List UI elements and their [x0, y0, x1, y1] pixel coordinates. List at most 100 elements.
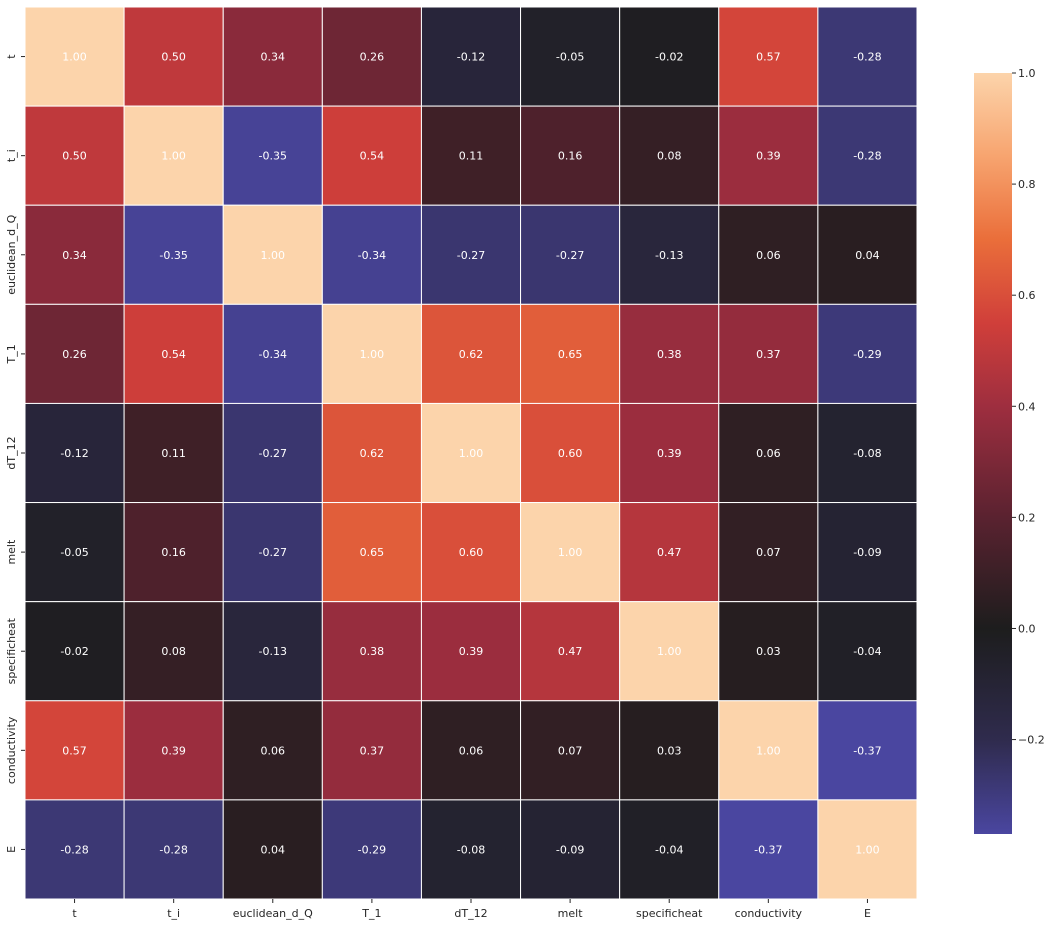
x-tick-label: euclidean_d_Q — [233, 907, 313, 920]
heatmap-cell — [123, 601, 224, 702]
cell-value-label: -0.34 — [358, 249, 386, 262]
cell-value-label: 0.03 — [657, 744, 682, 757]
cell-value-label: -0.29 — [358, 843, 386, 856]
y-tick-label: t_i — [5, 149, 18, 162]
cell-value-label: -0.13 — [655, 249, 683, 262]
heatmap-cell — [619, 799, 720, 900]
heatmap-cell — [222, 601, 323, 702]
cell-value-label: -0.04 — [655, 843, 683, 856]
cell-value-label: -0.35 — [159, 249, 187, 262]
y-tick-label: melt — [5, 539, 18, 565]
cell-value-label: -0.04 — [853, 645, 881, 658]
cell-value-label: 0.65 — [360, 546, 385, 559]
cell-value-label: -0.28 — [853, 150, 881, 163]
heatmap-cell — [123, 799, 224, 900]
heatmap-cell — [24, 204, 125, 305]
cell-value-label: -0.28 — [159, 843, 187, 856]
heatmap-cell — [24, 700, 125, 801]
heatmap-cell — [321, 402, 422, 504]
heatmap-cell — [817, 204, 918, 305]
heatmap-cell — [817, 502, 918, 603]
heatmap-cell — [520, 402, 621, 504]
heatmap-cell — [520, 799, 621, 900]
cell-value-label: -0.02 — [60, 645, 88, 658]
y-tick-label: conductivity — [5, 716, 18, 784]
colorbar-tick-label: 0.6 — [1018, 289, 1036, 302]
cell-value-label: 0.39 — [756, 150, 781, 163]
cell-value-label: -0.12 — [60, 447, 88, 460]
cell-value-label: -0.28 — [60, 843, 88, 856]
cell-value-label: 0.57 — [756, 51, 781, 64]
colorbar-tick-label: −0.2 — [1018, 734, 1045, 747]
y-tick-label: T_1 — [5, 344, 18, 364]
heatmap-cell — [420, 502, 522, 603]
heatmap-cell — [619, 402, 720, 504]
heatmap-cell — [420, 601, 522, 702]
cell-value-label: 0.11 — [459, 150, 484, 163]
cell-value-label: 0.38 — [657, 348, 682, 361]
cell-value-label: -0.09 — [556, 843, 584, 856]
heatmap-cell — [24, 799, 125, 900]
cell-value-label: 0.06 — [756, 447, 781, 460]
heatmap-cell — [222, 402, 323, 504]
cell-value-label: 0.60 — [459, 546, 484, 559]
cell-value-label: 1.00 — [459, 447, 484, 460]
cell-value-label: 1.00 — [161, 150, 186, 163]
cell-value-label: 0.50 — [161, 51, 186, 64]
cell-value-label: 0.34 — [62, 249, 87, 262]
heatmap-cell — [321, 502, 422, 603]
x-tick-label: conductivity — [735, 907, 803, 920]
y-tick-label: specificheat — [5, 617, 18, 684]
cell-value-label: 0.07 — [756, 546, 781, 559]
cell-value-label: -0.09 — [853, 546, 881, 559]
cell-value-label: -0.13 — [259, 645, 287, 658]
heatmap-cell — [420, 6, 522, 107]
heatmap-cell — [619, 601, 720, 702]
cell-value-label: 0.16 — [161, 546, 186, 559]
heatmap-cell — [321, 700, 422, 801]
heatmap-cell — [817, 700, 918, 801]
cell-value-label: 0.34 — [261, 51, 286, 64]
cell-value-label: 0.39 — [657, 447, 682, 460]
cell-value-label: 1.00 — [558, 546, 583, 559]
cell-value-label: 0.37 — [756, 348, 781, 361]
cell-value-label: 1.00 — [62, 51, 87, 64]
cell-value-label: 0.50 — [62, 150, 87, 163]
cell-value-label: 0.38 — [360, 645, 385, 658]
heatmap-cell — [222, 799, 323, 900]
heatmap-cells — [24, 6, 918, 900]
cell-value-label: 0.60 — [558, 447, 583, 460]
cell-value-label: 0.16 — [558, 150, 583, 163]
cell-value-label: 0.07 — [558, 744, 583, 757]
cell-value-label: 0.37 — [360, 744, 385, 757]
heatmap-cell — [321, 105, 422, 206]
cell-value-label: -0.27 — [259, 546, 287, 559]
cell-value-label: 0.03 — [756, 645, 781, 658]
cell-value-label: 0.57 — [62, 744, 87, 757]
cell-value-label: -0.27 — [556, 249, 584, 262]
colorbar-tick-label: 0.4 — [1018, 400, 1036, 413]
x-tick-label: dT_12 — [454, 907, 487, 920]
cell-value-label: 0.04 — [261, 843, 286, 856]
heatmap-cell — [817, 402, 918, 504]
heatmap-cell — [718, 105, 819, 206]
cell-value-label: -0.08 — [457, 843, 485, 856]
colorbar-tick-label: 0.2 — [1018, 511, 1036, 524]
heatmap-cell — [24, 303, 125, 404]
y-tick-label: dT_12 — [5, 436, 18, 469]
cell-value-label: -0.02 — [655, 51, 683, 64]
colorbar-tick-label: 0.8 — [1018, 178, 1036, 191]
cell-value-label: 1.00 — [360, 348, 385, 361]
heatmap-cell — [420, 204, 522, 305]
heatmap-cell — [123, 303, 224, 404]
x-tick-label: melt — [558, 907, 584, 920]
heatmap-cell — [520, 6, 621, 107]
cell-annotations: 1.00 0.50 0.34 0.26 -0.12 -0.05 -0.02 0.57 -0.28… — [60, 51, 881, 857]
cell-value-label: 0.11 — [161, 447, 186, 460]
heatmap-cell — [619, 700, 720, 801]
heatmap-cell — [123, 204, 224, 305]
cell-value-label: 0.39 — [161, 744, 186, 757]
cell-value-label: -0.27 — [259, 447, 287, 460]
